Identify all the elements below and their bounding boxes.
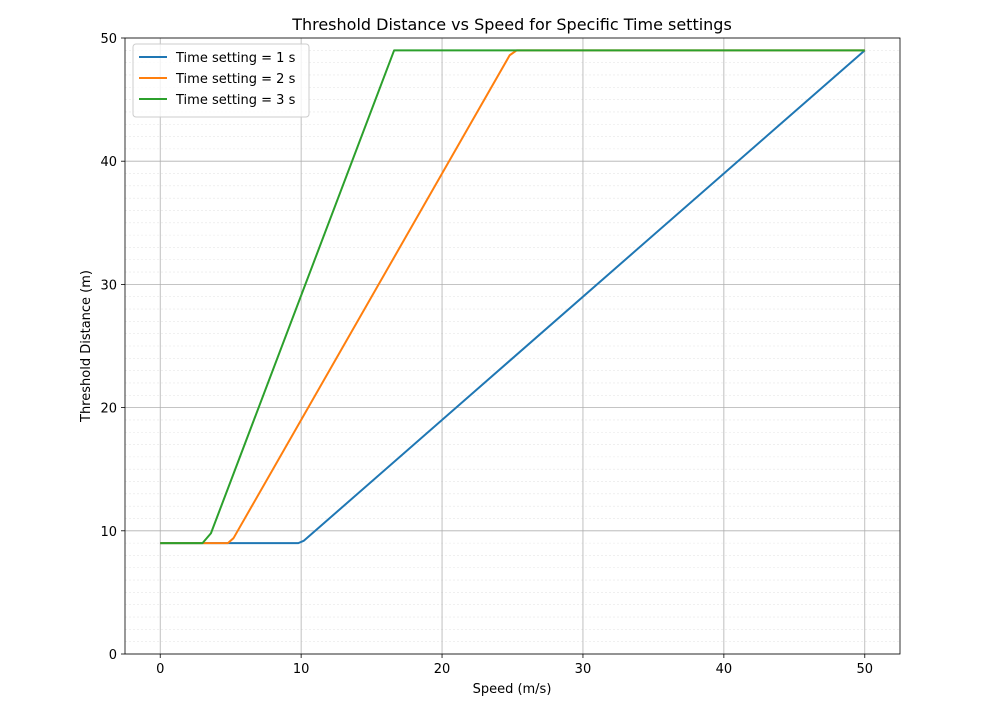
x-axis-label: Speed (m/s) [473, 682, 552, 697]
chart-title: Threshold Distance vs Speed for Specific… [291, 15, 732, 34]
y-tick-label: 50 [100, 32, 117, 47]
x-tick-label: 50 [856, 662, 873, 677]
y-tick-label: 30 [100, 278, 117, 293]
x-tick-label: 10 [293, 662, 310, 677]
legend-label: Time setting = 3 s [175, 93, 296, 108]
legend: Time setting = 1 s Time setting = 2 s Time… [132, 43, 310, 118]
y-tick-label: 40 [100, 155, 117, 170]
legend-label: Time setting = 2 s [175, 72, 296, 87]
grid [125, 37, 900, 655]
x-tick-label: 30 [575, 662, 592, 677]
series-lines [160, 49, 866, 545]
y-tick-label: 0 [109, 648, 117, 663]
y-tick-label: 10 [100, 525, 117, 540]
legend-label: Time setting = 1 s [175, 51, 296, 66]
axes-frame [124, 37, 901, 655]
y-axis-label: Threshold Distance (m) [79, 270, 94, 423]
x-tick-label: 40 [716, 662, 733, 677]
x-tick-label: 0 [156, 662, 164, 677]
axis-ticks: 0 10 20 30 40 50 0 10 20 30 40 50 [100, 32, 873, 677]
y-tick-label: 20 [100, 402, 117, 417]
legend-frame [132, 43, 310, 118]
series-line-3 [160, 49, 865, 545]
x-tick-label: 20 [434, 662, 451, 677]
